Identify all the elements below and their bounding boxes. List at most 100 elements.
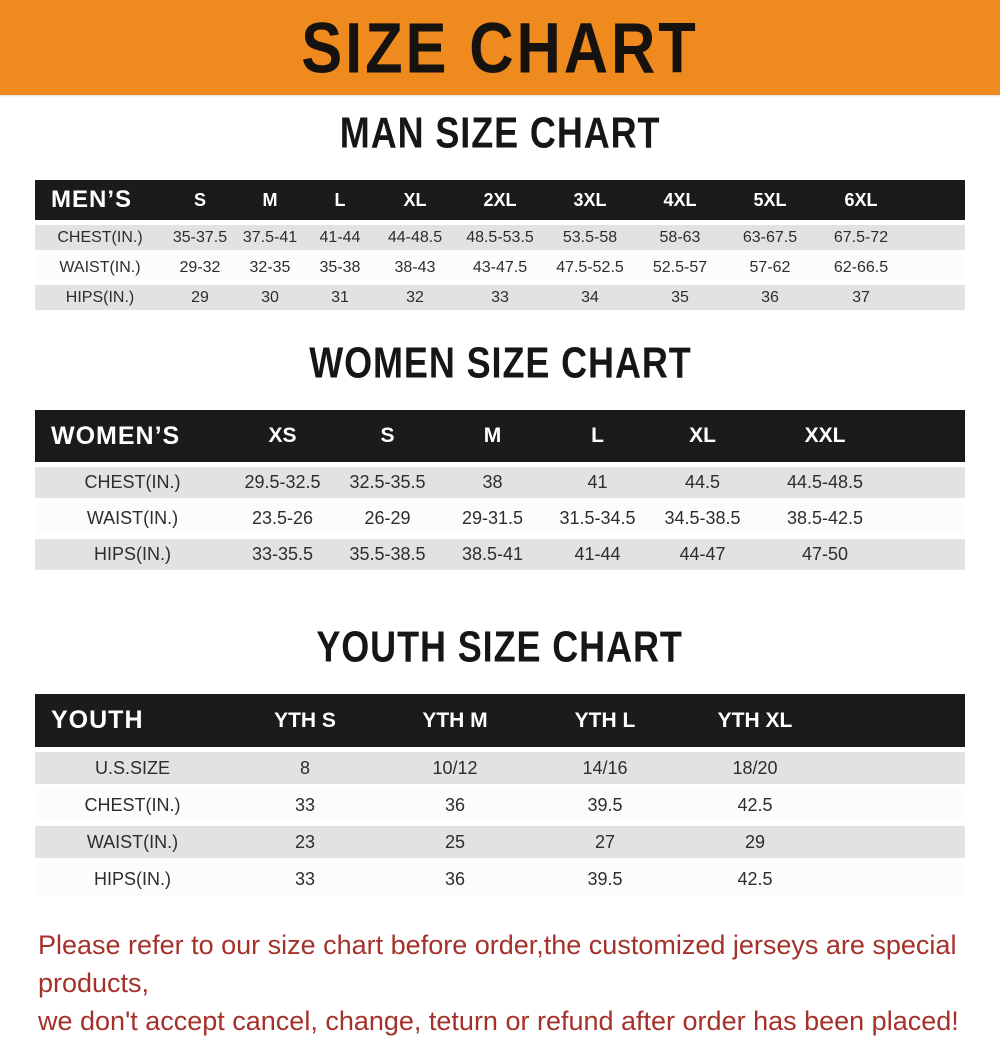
size-value: 29 bbox=[165, 285, 235, 310]
men-section-heading-text: MAN SIZE CHART bbox=[339, 108, 661, 158]
header-spacer-cell bbox=[830, 694, 965, 747]
size-column-header: S bbox=[335, 410, 440, 462]
size-value: 39.5 bbox=[530, 789, 680, 821]
size-column-header: YTH L bbox=[530, 694, 680, 747]
size-value: 33-35.5 bbox=[230, 539, 335, 570]
size-column-header: XL bbox=[650, 410, 755, 462]
size-value: 35 bbox=[635, 285, 725, 310]
size-value: 33 bbox=[230, 789, 380, 821]
size-value: 32-35 bbox=[235, 255, 305, 280]
youth-section-heading-text: YOUTH SIZE CHART bbox=[316, 622, 684, 672]
size-column-header: YTH S bbox=[230, 694, 380, 747]
size-value: 47.5-52.5 bbox=[545, 255, 635, 280]
size-value: 41-44 bbox=[545, 539, 650, 570]
size-value: 23 bbox=[230, 826, 380, 858]
size-value: 30 bbox=[235, 285, 305, 310]
row-spacer-cell bbox=[895, 503, 965, 534]
size-value: 38.5-41 bbox=[440, 539, 545, 570]
measurement-row: HIPS(IN.) 33-35.5 35.5-38.5 38.5-41 41-44 44-… bbox=[35, 539, 965, 570]
size-value: 44.5-48.5 bbox=[755, 467, 895, 498]
row-label: CHEST(IN.) bbox=[35, 225, 165, 250]
measurement-row: HIPS(IN.) 33 36 39.5 42.5 bbox=[35, 863, 965, 895]
size-value: 36 bbox=[380, 789, 530, 821]
size-value: 29-32 bbox=[165, 255, 235, 280]
corner-label: MEN’S bbox=[35, 180, 165, 220]
size-column-header: M bbox=[440, 410, 545, 462]
size-column-header: L bbox=[305, 180, 375, 220]
size-value: 39.5 bbox=[530, 863, 680, 895]
size-value: 35-38 bbox=[305, 255, 375, 280]
size-value: 26-29 bbox=[335, 503, 440, 534]
men-size-table: MEN’S S M L XL 2XL 3XL 4XL 5XL 6XL CHEST(IN.) 35-37… bbox=[35, 175, 965, 315]
size-column-header: 2XL bbox=[455, 180, 545, 220]
size-value: 41-44 bbox=[305, 225, 375, 250]
measurement-row: CHEST(IN.) 29.5-32.5 32.5-35.5 38 41 44.5 44.5… bbox=[35, 467, 965, 498]
size-value: 33 bbox=[455, 285, 545, 310]
size-value: 42.5 bbox=[680, 863, 830, 895]
size-value: 29-31.5 bbox=[440, 503, 545, 534]
row-label: WAIST(IN.) bbox=[35, 255, 165, 280]
size-value: 38-43 bbox=[375, 255, 455, 280]
row-label: HIPS(IN.) bbox=[35, 285, 165, 310]
women-section: WOMEN SIZE CHART WOMEN’S XS S M L XL XXL CHEST(… bbox=[0, 339, 1000, 575]
size-value: 23.5-26 bbox=[230, 503, 335, 534]
order-note-line-2: we don't accept cancel, change, teturn o… bbox=[38, 1006, 959, 1036]
size-column-header: XXL bbox=[755, 410, 895, 462]
measurement-row: WAIST(IN.) 23.5-26 26-29 29-31.5 31.5-34.5 34… bbox=[35, 503, 965, 534]
size-column-header: YTH XL bbox=[680, 694, 830, 747]
measurement-row: CHEST(IN.) 35-37.5 37.5-41 41-44 44-48.5 48.5… bbox=[35, 225, 965, 250]
youth-section-heading: YOUTH SIZE CHART bbox=[0, 623, 1000, 677]
youth-size-table: YOUTH YTH S YTH M YTH L YTH XL U.S.SIZE 8 10/12… bbox=[35, 689, 965, 900]
row-spacer-cell bbox=[907, 285, 965, 310]
header-spacer-cell bbox=[907, 180, 965, 220]
measurement-row: U.S.SIZE 8 10/12 14/16 18/20 bbox=[35, 752, 965, 784]
size-header-row: WOMEN’S XS S M L XL XXL bbox=[35, 410, 965, 462]
row-spacer-cell bbox=[895, 467, 965, 498]
size-value: 35.5-38.5 bbox=[335, 539, 440, 570]
corner-label: WOMEN’S bbox=[35, 410, 230, 462]
size-column-header: 6XL bbox=[815, 180, 907, 220]
size-column-header: 3XL bbox=[545, 180, 635, 220]
size-value: 14/16 bbox=[530, 752, 680, 784]
measurement-row: WAIST(IN.) 29-32 32-35 35-38 38-43 43-47.5 47.… bbox=[35, 255, 965, 280]
measurement-row: HIPS(IN.) 29 30 31 32 33 34 35 36 37 bbox=[35, 285, 965, 310]
banner: SIZE CHART bbox=[0, 0, 1000, 95]
size-value: 31 bbox=[305, 285, 375, 310]
size-value: 8 bbox=[230, 752, 380, 784]
size-value: 29.5-32.5 bbox=[230, 467, 335, 498]
size-column-header: YTH M bbox=[380, 694, 530, 747]
size-value: 27 bbox=[530, 826, 680, 858]
size-column-header: L bbox=[545, 410, 650, 462]
size-value: 32 bbox=[375, 285, 455, 310]
men-section-heading: MAN SIZE CHART bbox=[0, 109, 1000, 163]
size-value: 34 bbox=[545, 285, 635, 310]
size-value: 57-62 bbox=[725, 255, 815, 280]
row-label: CHEST(IN.) bbox=[35, 467, 230, 498]
row-spacer-cell bbox=[830, 863, 965, 895]
size-value: 42.5 bbox=[680, 789, 830, 821]
size-column-header: 5XL bbox=[725, 180, 815, 220]
size-value: 10/12 bbox=[380, 752, 530, 784]
size-value: 25 bbox=[380, 826, 530, 858]
size-header-row: MEN’S S M L XL 2XL 3XL 4XL 5XL 6XL bbox=[35, 180, 965, 220]
size-value: 33 bbox=[230, 863, 380, 895]
size-value: 58-63 bbox=[635, 225, 725, 250]
size-value: 47-50 bbox=[755, 539, 895, 570]
size-value: 37.5-41 bbox=[235, 225, 305, 250]
size-value: 52.5-57 bbox=[635, 255, 725, 280]
row-label: HIPS(IN.) bbox=[35, 539, 230, 570]
size-value: 31.5-34.5 bbox=[545, 503, 650, 534]
row-label: U.S.SIZE bbox=[35, 752, 230, 784]
size-value: 43-47.5 bbox=[455, 255, 545, 280]
size-value: 18/20 bbox=[680, 752, 830, 784]
men-section: MAN SIZE CHART MEN’S S M L XL 2XL 3XL 4XL 5XL 6XL… bbox=[0, 109, 1000, 315]
size-value: 62-66.5 bbox=[815, 255, 907, 280]
measurement-row: WAIST(IN.) 23 25 27 29 bbox=[35, 826, 965, 858]
size-value: 41 bbox=[545, 467, 650, 498]
size-value: 67.5-72 bbox=[815, 225, 907, 250]
women-section-heading-text: WOMEN SIZE CHART bbox=[308, 338, 692, 388]
size-value: 29 bbox=[680, 826, 830, 858]
size-value: 44-47 bbox=[650, 539, 755, 570]
size-value: 32.5-35.5 bbox=[335, 467, 440, 498]
